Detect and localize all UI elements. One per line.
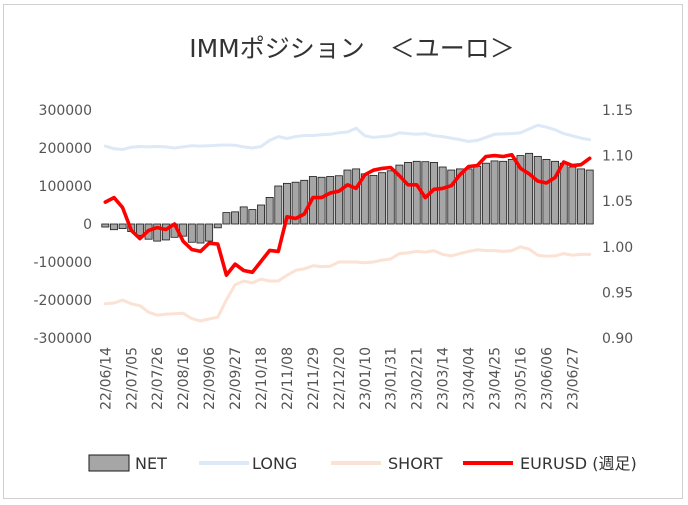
- net-bar: [300, 179, 309, 225]
- legend-label: SHORT: [388, 454, 443, 473]
- left-tick-label: 300000: [39, 103, 92, 119]
- net-bar: [481, 162, 490, 225]
- x-tick-label: 23/06/27: [565, 347, 581, 410]
- x-tick-label: 22/07/05: [124, 347, 140, 410]
- x-tick-label: 22/09/27: [228, 347, 244, 410]
- net-bar: [153, 223, 162, 242]
- x-tick-label: 22/12/20: [332, 347, 348, 410]
- x-tick-label: 22/11/08: [280, 347, 296, 410]
- net-bar: [447, 169, 456, 225]
- legend-label: NET: [135, 454, 167, 473]
- net-bar: [101, 223, 110, 228]
- net-bar: [213, 223, 222, 229]
- x-tick-label: 23/04/25: [488, 347, 504, 410]
- net-bar: [516, 155, 525, 225]
- net-bar: [404, 162, 412, 225]
- net-bar: [326, 176, 335, 225]
- legend-label: EURUSD (週足): [520, 454, 637, 473]
- net-bar: [559, 162, 568, 225]
- net-bar: [507, 158, 516, 225]
- left-tick-label: -100000: [34, 255, 93, 271]
- net-bars: [101, 152, 594, 244]
- x-tick-label: 23/04/04: [462, 347, 478, 410]
- net-bar: [455, 168, 464, 225]
- net-bar: [265, 196, 274, 225]
- x-tick-label: 22/11/29: [306, 347, 322, 410]
- x-tick-label: 23/05/16: [513, 347, 529, 410]
- x-tick-label: 23/01/31: [384, 347, 400, 410]
- net-bar: [369, 174, 378, 225]
- net-bar: [499, 160, 508, 225]
- net-bar: [473, 165, 482, 225]
- right-axis-ticks: 1.15 1.10 1.05 1.00 0.95 0.90: [602, 103, 633, 347]
- net-bar: [585, 169, 594, 225]
- net-bar: [568, 166, 577, 225]
- net-bar: [343, 169, 352, 225]
- net-bar: [196, 223, 205, 244]
- x-tick-label: 22/10/18: [254, 347, 270, 410]
- net-bar: [187, 223, 196, 243]
- net-bar: [352, 168, 361, 225]
- right-tick-label: 1.05: [602, 194, 633, 210]
- net-bar: [110, 223, 118, 231]
- chart-frame: [3, 4, 683, 499]
- legend: NET LONG SHORT EURUSD (週足): [88, 454, 637, 473]
- net-bar: [334, 175, 343, 225]
- net-bar: [274, 185, 283, 225]
- net-bar: [464, 168, 473, 225]
- net-bar: [525, 152, 534, 225]
- net-bar: [542, 158, 551, 225]
- net-bar: [135, 223, 144, 236]
- net-bar: [490, 160, 499, 225]
- x-tick-label: 23/06/06: [539, 347, 555, 410]
- left-tick-label: 200000: [39, 141, 92, 157]
- net-bar: [248, 209, 257, 225]
- net-bar: [533, 155, 542, 225]
- right-tick-label: 1.00: [602, 240, 633, 256]
- net-bar: [378, 172, 387, 225]
- x-tick-label: 22/08/16: [176, 347, 192, 410]
- net-bar: [395, 164, 404, 225]
- net-bar: [577, 168, 585, 225]
- x-tick-label: 22/07/26: [150, 347, 166, 410]
- net-bar: [222, 212, 231, 225]
- x-tick-label: 23/02/21: [410, 347, 426, 410]
- net-bar: [118, 223, 127, 229]
- legend-label: LONG: [252, 454, 297, 473]
- net-bar: [257, 204, 265, 225]
- legend-swatch-net: [88, 454, 130, 472]
- net-bar: [179, 223, 188, 237]
- net-bar: [205, 223, 214, 242]
- right-tick-label: 0.95: [602, 285, 633, 301]
- x-tick-label: 22/09/06: [202, 347, 218, 410]
- net-bar: [239, 206, 248, 225]
- net-bar: [231, 211, 240, 225]
- eurusd-line: [103, 152, 592, 277]
- net-bar: [551, 160, 560, 225]
- net-bar: [438, 166, 447, 225]
- chart-title: IMMポジション ＜ユーロ＞: [189, 34, 515, 63]
- left-axis-ticks: 300000 200000 100000 0 -100000 -200000 -300000: [34, 103, 93, 347]
- long-line: [103, 123, 592, 151]
- net-bar: [161, 223, 170, 241]
- short-line: [103, 245, 592, 323]
- net-bar: [317, 176, 326, 225]
- x-tick-label: 23/03/14: [436, 347, 452, 410]
- right-tick-label: 1.10: [602, 149, 633, 165]
- right-tick-label: 0.90: [602, 331, 633, 347]
- left-tick-label: -200000: [34, 293, 93, 309]
- right-tick-label: 1.15: [602, 103, 633, 119]
- net-bar: [291, 181, 300, 225]
- x-axis-ticks: 22/06/14 22/07/05 22/07/26 22/08/16 22/09/06…: [98, 347, 581, 410]
- net-bar: [412, 160, 421, 225]
- net-bar: [386, 170, 395, 225]
- x-tick-label: 23/01/10: [358, 347, 374, 410]
- left-tick-label: 0: [83, 217, 92, 233]
- left-tick-label: 100000: [39, 179, 92, 195]
- left-tick-label: -300000: [34, 331, 93, 347]
- series-lines: [103, 123, 592, 323]
- x-tick-label: 22/06/14: [98, 347, 114, 410]
